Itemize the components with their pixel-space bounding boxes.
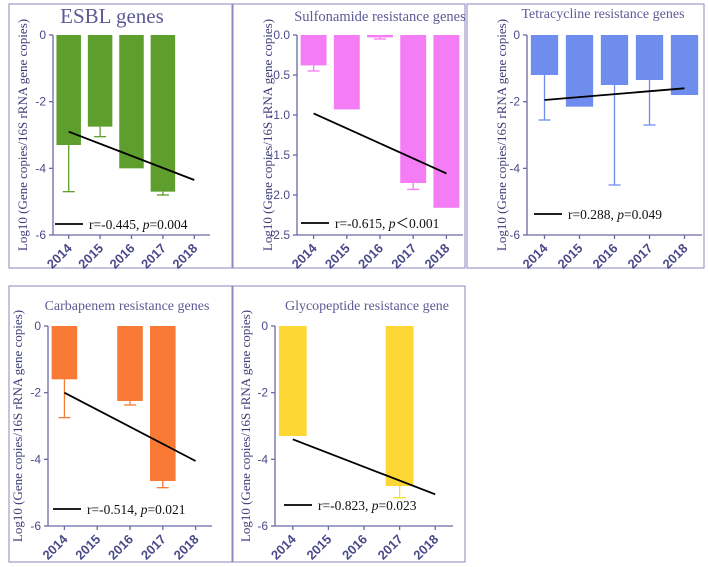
y-tick-label: -2 (30, 386, 41, 400)
x-tick-label: 2018 (660, 241, 691, 272)
chart-title: ESBL genes (60, 4, 164, 28)
bar-2017 (400, 35, 427, 183)
trend-line (292, 438, 436, 496)
bar-2016 (119, 35, 144, 169)
y-tick-label: -2.0 (269, 188, 290, 202)
bar-2017 (385, 326, 414, 486)
bar-2018 (670, 35, 699, 95)
y-axis-label: Log10 (Gene copies/16S rRNA gene copies) (238, 310, 253, 542)
bar-2014 (51, 326, 78, 380)
y-tick-label: 0.0 (273, 28, 290, 42)
y-tick-label: -2 (509, 95, 520, 109)
bar-2016 (600, 35, 629, 85)
x-tick-label: 2017 (138, 241, 169, 272)
y-tick-label: -1.5 (269, 148, 290, 162)
y-tick-label: 0 (261, 319, 268, 333)
y-tick-label: -2.5 (269, 228, 290, 242)
x-tick-label: 2017 (138, 532, 169, 563)
panel-frame (466, 3, 705, 269)
x-tick-label: 2018 (171, 532, 202, 563)
x-tick-label: 2014 (289, 240, 321, 272)
chart-panel-5: Glycopeptide resistance gene Log10 (Gene … (232, 285, 466, 563)
x-tick-label: 2017 (375, 532, 406, 563)
chart-title: Carbapenem resistance genes (45, 299, 210, 314)
y-tick-label: -4 (509, 161, 520, 175)
bar-2016 (117, 326, 143, 401)
x-tick-label: 2018 (421, 241, 452, 272)
bar-2014 (56, 35, 81, 145)
x-tick-label: 2018 (169, 241, 200, 272)
x-tick-label: 2015 (72, 532, 103, 563)
x-tick-label: 2015 (75, 241, 106, 272)
bar-2017 (150, 326, 176, 481)
x-tick-label: 2018 (410, 532, 441, 563)
chart-panel-1: ESBL genes Log10 (Gene copies/16S rRNA ge… (8, 3, 233, 272)
bar-2016 (367, 35, 393, 38)
chart-panel-2: Sulfonamide resistance genes Log10 (Gene … (232, 3, 466, 272)
chart-panel-3: Tetracycline resistance genes Log10 (Gene… (466, 3, 705, 272)
trend-line (544, 87, 685, 101)
chart-title: Tetracycline resistance genes (521, 7, 684, 22)
trend-line (313, 112, 447, 175)
panel-frame (232, 285, 466, 563)
legend-stat: r=-0.615, p＜0.001 (335, 216, 439, 231)
legend-stat: r=-0.823, p=0.023 (318, 498, 417, 513)
chart-title: Glycopeptide resistance gene (285, 299, 449, 314)
x-tick-label: 2015 (303, 532, 334, 563)
y-axis-label: Log10 (Gene copies/16S rRNA gene copies) (494, 19, 509, 251)
x-tick-label: 2014 (520, 240, 552, 272)
legend-stat: r=-0.514, p=0.021 (87, 502, 185, 517)
y-tick-label: -4 (257, 452, 268, 466)
chart-panel-4: Carbapenem resistance genes Log10 (Gene c… (8, 285, 233, 563)
y-tick-label: -6 (30, 519, 41, 533)
x-tick-label: 2016 (590, 241, 621, 272)
bar-2014 (300, 35, 327, 66)
y-tick-label: -2 (257, 386, 268, 400)
trend-line (63, 391, 197, 462)
y-axis-label: Log10 (Gene copies/16S rRNA gene copies) (10, 310, 25, 542)
x-tick-label: 2015 (322, 241, 353, 272)
x-tick-label: 2017 (388, 241, 419, 272)
bar-2015 (87, 35, 113, 127)
x-tick-label: 2014 (268, 531, 300, 563)
panel-frame (8, 285, 233, 563)
y-tick-label: -6 (509, 228, 520, 242)
bar-2018 (433, 35, 460, 208)
legend-stat: r=-0.445, p=0.004 (89, 217, 188, 232)
chart-title: Sulfonamide resistance genes (294, 9, 466, 25)
trend-line (68, 130, 195, 181)
bar-2014 (278, 326, 307, 436)
x-tick-label: 2017 (625, 241, 656, 272)
legend-stat: r=0.288, p=0.049 (568, 207, 662, 222)
bar-2014 (530, 35, 559, 75)
x-tick-label: 2016 (339, 532, 370, 563)
x-tick-label: 2014 (39, 531, 71, 563)
bar-2015 (333, 35, 360, 110)
y-tick-label: -4 (30, 452, 41, 466)
x-tick-label: 2015 (555, 241, 586, 272)
y-tick-label: 0 (39, 28, 46, 42)
y-tick-label: 0 (34, 319, 41, 333)
y-tick-label: 0 (513, 28, 520, 42)
y-axis-label: Log10 (Gene copies/16S rRNA gene copies) (260, 19, 275, 251)
y-tick-label: -0.5 (269, 68, 290, 82)
panel-frame (8, 3, 233, 269)
y-tick-label: -1.0 (269, 108, 290, 122)
x-tick-label: 2016 (107, 241, 138, 272)
x-tick-label: 2016 (355, 241, 386, 272)
bar-2017 (635, 35, 664, 80)
panel-frame (232, 3, 466, 269)
x-tick-label: 2016 (105, 532, 136, 563)
y-tick-label: -6 (35, 228, 46, 242)
y-tick-label: -4 (35, 161, 46, 175)
y-tick-label: -2 (35, 95, 46, 109)
x-tick-label: 2014 (44, 240, 76, 272)
y-axis-label: Log10 (Gene copies/16S rRNA gene copies) (15, 19, 30, 251)
y-tick-label: -6 (257, 519, 268, 533)
bar-2015 (565, 35, 594, 107)
